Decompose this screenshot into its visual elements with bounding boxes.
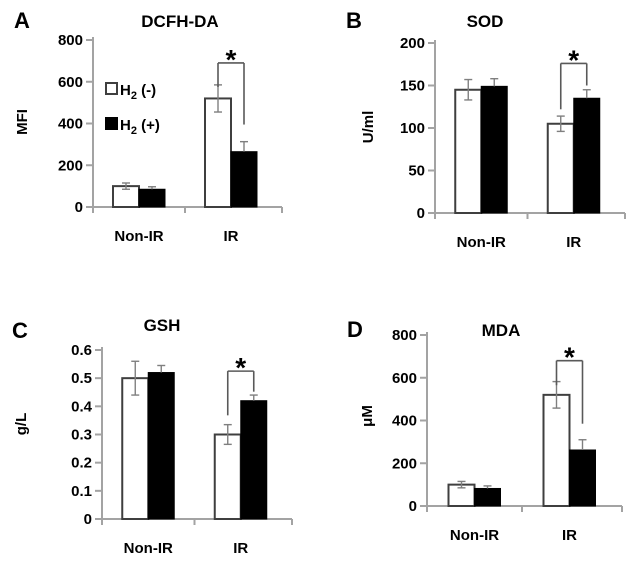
y-tick-label: 0 [417,205,425,222]
y-tick-label: 0.2 [71,455,92,472]
panel-label: B [346,8,362,33]
y-tick-label: 0.6 [71,342,92,359]
y-tick-label: 100 [400,120,425,137]
bar-h2-plus-ir [240,400,268,520]
category-label: Non-IR [114,228,163,245]
y-tick-label: 0.3 [71,427,92,444]
panel-gsh: C GSH g/L 0 0.1 0.2 0.3 0.4 0.5 0.6 Non-IR IR * [0,282,320,564]
chart-title: MDA [482,321,521,340]
y-tick-label: 0.1 [71,483,92,500]
bar-h2-minus-ir [204,97,232,208]
category-label: Non-IR [457,234,506,251]
chart-sod: B SOD U/ml 0 50 100 150 200 Non-IR IR * [346,8,626,251]
y-axis-label: MFI [14,109,31,135]
bar-h2-plus-non-ir [480,85,508,214]
panel-label: D [347,317,363,342]
y-axis-label: μM [359,405,376,427]
category-label: Non-IR [124,540,173,557]
chart-title: GSH [144,316,181,335]
y-tick-label: 0 [75,199,83,216]
significance-asterisk: * [568,44,579,75]
y-tick-label: 600 [58,74,83,91]
panel-dcfh-da: A DCFH-DA MFI 0 200 400 600 800 Non-IR IR * H2 (-) H… [0,0,320,282]
y-tick-label: 0 [409,498,417,515]
chart-dcfh-da: A DCFH-DA MFI 0 200 400 600 800 Non-IR IR * H2 (-) H… [14,8,283,245]
y-tick-label: 200 [58,157,83,174]
y-tick-label: 0.5 [71,370,92,387]
category-label: IR [566,234,581,251]
panel-label: A [14,8,30,33]
bar-h2-plus-non-ir [138,188,166,208]
y-tick-label: 800 [58,32,83,49]
bar-h2-plus-non-ir [474,487,501,507]
bar-h2-minus-ir [213,433,242,520]
open-square-legend-icon [105,82,118,95]
bar-h2-plus-ir [230,151,258,208]
y-tick-label: 800 [392,327,417,344]
significance-asterisk: * [235,352,246,383]
y-tick-label: 400 [58,116,83,133]
significance-asterisk: * [226,44,237,75]
significance-asterisk: * [564,342,575,373]
y-tick-label: 600 [392,370,417,387]
y-tick-label: 50 [408,163,425,180]
bar-h2-minus-ir [542,393,571,507]
category-label: Non-IR [450,527,499,544]
panel-mda: D MDA μM 0 200 400 600 800 Non-IR IR * [320,282,639,564]
category-label: IR [562,527,577,544]
y-tick-label: 0.4 [71,398,93,415]
chart-gsh: C GSH g/L 0 0.1 0.2 0.3 0.4 0.5 0.6 Non-IR IR * [12,316,293,557]
category-label: IR [233,540,248,557]
chart-title: SOD [467,12,504,31]
category-label: IR [224,228,239,245]
bar-h2-plus-ir [573,97,601,214]
chart-title: DCFH-DA [141,12,218,31]
y-tick-label: 150 [400,78,425,95]
bar-h2-plus-ir [569,449,596,507]
y-tick-label: 400 [392,413,417,430]
panel-label: C [12,318,28,343]
bar-h2-plus-non-ir [147,372,175,520]
y-axis-label: U/ml [360,111,377,144]
panel-sod: B SOD U/ml 0 50 100 150 200 Non-IR IR * [320,0,639,282]
legend-label: H2 (-) [120,82,156,102]
bar-h2-minus-non-ir [121,377,150,520]
bar-h2-minus-ir [546,122,575,214]
filled-square-legend-icon [105,117,118,130]
bar-h2-minus-non-ir [454,88,483,214]
y-tick-label: 200 [392,455,417,472]
legend-label: H2 (+) [120,117,160,137]
chart-mda: D MDA μM 0 200 400 600 800 Non-IR IR * [347,317,623,544]
y-tick-label: 200 [400,35,425,52]
y-axis-label: g/L [13,413,30,436]
y-tick-label: 0 [84,511,92,528]
